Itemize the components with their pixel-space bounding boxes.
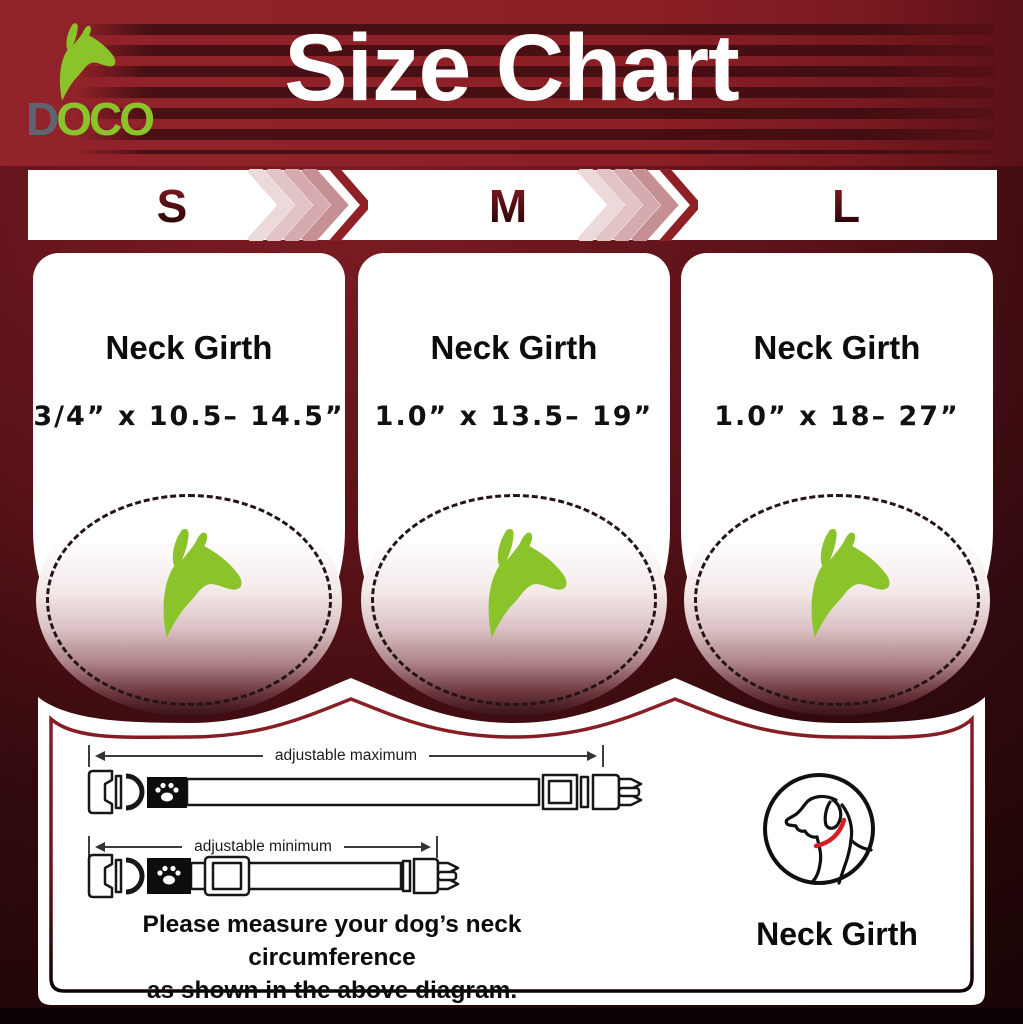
doco-dog-icon xyxy=(811,528,890,638)
size-label-s: S xyxy=(156,180,188,232)
column-heading: Neck Girth xyxy=(753,329,921,366)
paw-icon xyxy=(155,782,179,802)
dimension-tick xyxy=(88,745,90,767)
neck-girth-label: Neck Girth xyxy=(756,916,918,952)
dimension-tick xyxy=(436,836,438,858)
measure-note-line1: Please measure your dog’s neck circumfer… xyxy=(142,911,522,972)
measure-oval xyxy=(361,484,667,716)
header-stripes xyxy=(76,14,995,154)
arrow-left-icon xyxy=(90,751,105,761)
arrow-right-icon xyxy=(421,842,436,852)
dimension-line-maximum: adjustable maximum xyxy=(88,745,604,767)
doco-dog-icon xyxy=(163,528,242,638)
doco-letter-d: D xyxy=(26,93,59,145)
neck-girth-red-line xyxy=(813,817,847,849)
arrow-right-icon xyxy=(587,751,602,761)
column-measurement: 3/4” x 10.5– 14.5” xyxy=(33,401,345,432)
dimension-label: adjustable minimum xyxy=(194,838,332,855)
size-label-m: M xyxy=(488,180,528,232)
doco-dog-icon xyxy=(59,23,116,101)
dimension-line-minimum: adjustable minimum xyxy=(88,836,438,858)
instruction-panel xyxy=(38,678,985,1005)
chevron-arrow-icon xyxy=(247,169,368,241)
neck-girth-icon xyxy=(763,773,875,885)
dimension-rule xyxy=(105,755,263,757)
bottom-frame xyxy=(0,1008,1023,1024)
header: DOCO Size Chart xyxy=(0,0,1023,166)
size-column-s: Neck Girth 3/4” x 10.5– 14.5” xyxy=(33,253,345,716)
size-label-l: L xyxy=(831,180,861,232)
collar-maximum-diagram xyxy=(87,769,643,815)
collar-minimum-diagram xyxy=(87,853,460,899)
doco-dog-icon xyxy=(488,528,567,638)
dimension-label: adjustable maximum xyxy=(274,747,418,764)
measure-note-line2: as shown in the above diagram. xyxy=(146,977,518,1005)
dimension-rule xyxy=(105,846,183,848)
column-measurement: 1.0” x 18– 27” xyxy=(714,401,960,432)
size-column-m: Neck Girth 1.0” x 13.5– 19” xyxy=(358,253,670,716)
column-heading: Neck Girth xyxy=(105,329,273,366)
dimension-tick xyxy=(602,745,604,767)
size-selector-bar: S M L xyxy=(28,169,997,241)
doco-wordmark: DOCO xyxy=(26,92,155,146)
measure-oval xyxy=(684,484,990,716)
dimension-rule xyxy=(343,846,421,848)
column-measurement: 1.0” x 13.5– 19” xyxy=(374,401,654,432)
dimension-tick xyxy=(88,836,90,858)
dimension-rule xyxy=(429,755,587,757)
chevron-arrow-icon xyxy=(577,169,698,241)
size-column-l: Neck Girth 1.0” x 18– 27” xyxy=(681,253,993,716)
measure-note: Please measure your dog’s neck circumfer… xyxy=(72,908,592,1007)
paw-icon xyxy=(157,865,181,885)
arrow-left-icon xyxy=(90,842,105,852)
doco-letters-oco: OCO xyxy=(56,93,155,145)
measure-oval xyxy=(36,484,342,716)
column-heading: Neck Girth xyxy=(430,329,598,366)
page-title: Size Chart xyxy=(284,15,740,121)
